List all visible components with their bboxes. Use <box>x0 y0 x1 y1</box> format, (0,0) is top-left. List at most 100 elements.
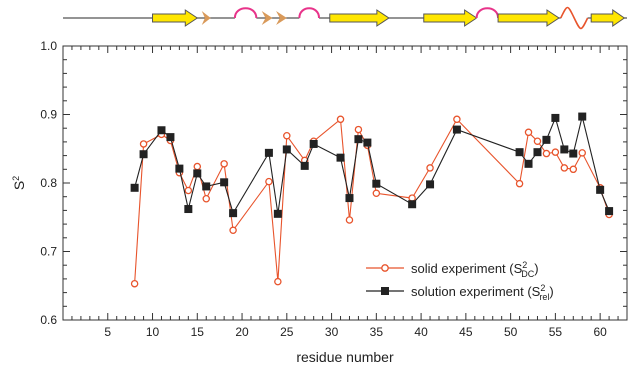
legend-label-solid: solid experiment (S2 DC) <box>411 260 539 279</box>
data-point <box>363 138 372 147</box>
legend-entry-solution: solution experiment (S2 rel) <box>366 283 554 302</box>
legend-label-solid-sub: DC <box>521 269 534 279</box>
x-tick-label: 10 <box>146 325 160 339</box>
data-point <box>193 169 202 178</box>
legend-label-solid-suffix: ) <box>534 261 538 276</box>
data-point <box>282 145 291 154</box>
beta-strand-arrow <box>329 9 390 27</box>
loop-gap <box>476 16 499 20</box>
data-point <box>524 128 533 137</box>
legend-label-solution-text: solution experiment (S <box>411 284 541 299</box>
loop-gap <box>299 16 320 20</box>
data-point <box>184 186 193 195</box>
data-point <box>578 112 587 121</box>
y-tick-label: 0.8 <box>40 176 57 190</box>
y-tick-label: 0.7 <box>40 245 57 259</box>
data-point <box>560 145 569 154</box>
legend-label-solution-sup: 2 <box>540 283 545 293</box>
data-point <box>542 149 551 158</box>
x-tick-label: 20 <box>235 325 249 339</box>
data-point <box>372 189 381 198</box>
series-layer <box>130 112 614 288</box>
turn-marker <box>201 11 211 25</box>
data-point <box>202 182 211 191</box>
data-point <box>283 131 291 140</box>
data-point <box>345 194 354 203</box>
data-point <box>551 113 560 122</box>
data-point <box>184 205 193 214</box>
data-point <box>336 153 345 162</box>
data-point <box>274 277 282 286</box>
x-tick-label: 55 <box>549 325 563 339</box>
legend-label-solid-sup: 2 <box>522 260 527 270</box>
data-point <box>273 209 282 218</box>
data-point <box>426 164 434 172</box>
x-tick-label: 45 <box>459 325 473 339</box>
data-point <box>354 135 363 144</box>
legend-label-solution: solution experiment (S2 rel) <box>411 283 554 302</box>
loop-arc <box>298 7 321 19</box>
data-point <box>524 159 533 168</box>
data-point <box>166 133 175 142</box>
data-point <box>533 148 542 157</box>
x-tick-label: 50 <box>504 325 518 339</box>
data-point <box>130 183 139 192</box>
data-point <box>130 279 139 288</box>
beta-strand-arrow <box>152 9 199 27</box>
data-point <box>229 226 237 235</box>
y-axis-label-superscript: 2 <box>11 176 21 181</box>
data-point <box>426 180 435 189</box>
x-tick-label: 35 <box>370 325 384 339</box>
data-point <box>193 162 202 171</box>
legend-entry-solid: solid experiment (S2 DC) <box>366 260 539 279</box>
y-tick-label: 0.6 <box>40 313 57 327</box>
helix-wave <box>560 6 589 30</box>
x-tick-label: 40 <box>414 325 428 339</box>
y-axis-label: S2 <box>11 176 27 190</box>
data-point <box>175 164 184 173</box>
plot-frame <box>62 45 628 321</box>
x-axis-label: residue number <box>296 349 394 365</box>
turn-marker <box>276 11 287 25</box>
data-point <box>220 178 229 187</box>
loop-arc <box>475 7 500 19</box>
x-tick-label: 30 <box>325 325 339 339</box>
data-point <box>551 148 560 156</box>
legend-marker-solution <box>381 287 389 295</box>
data-point <box>533 137 542 145</box>
data-point <box>336 115 345 124</box>
data-point <box>300 161 309 170</box>
data-point <box>408 200 417 209</box>
data-point <box>264 148 273 157</box>
data-point <box>157 126 166 135</box>
data-point <box>605 207 614 216</box>
data-point <box>560 164 569 172</box>
beta-strand-arrow <box>497 9 560 27</box>
data-point <box>453 115 461 124</box>
y-axis-ticks: 0.6 0.7 0.8 0.9 1.0 <box>40 39 627 327</box>
legend-label-solution-sub: rel <box>539 292 549 302</box>
data-point <box>139 150 148 159</box>
data-point <box>202 195 210 203</box>
x-tick-label: 60 <box>593 325 607 339</box>
data-point <box>578 149 586 157</box>
data-point <box>515 148 524 157</box>
legend-label-solid-text: solid experiment (S <box>411 261 523 276</box>
legend-label-solution-suffix: ) <box>549 284 553 299</box>
beta-strand-arrow <box>423 9 478 27</box>
y-tick-label: 0.9 <box>40 108 57 122</box>
x-axis-ticks: 5 10 15 20 25 30 35 40 45 50 55 60 <box>71 46 619 339</box>
data-point <box>229 209 238 218</box>
data-point <box>372 179 381 188</box>
loop-gap <box>234 16 257 20</box>
turn-marker <box>261 11 273 25</box>
loop-arc <box>233 7 258 19</box>
data-point <box>354 125 363 134</box>
beta-strand-arrow <box>590 9 626 27</box>
data-point <box>220 160 228 168</box>
series-solution <box>130 112 614 218</box>
y-axis-label-text: S <box>11 181 27 190</box>
data-point <box>309 139 318 148</box>
data-point <box>515 179 524 188</box>
